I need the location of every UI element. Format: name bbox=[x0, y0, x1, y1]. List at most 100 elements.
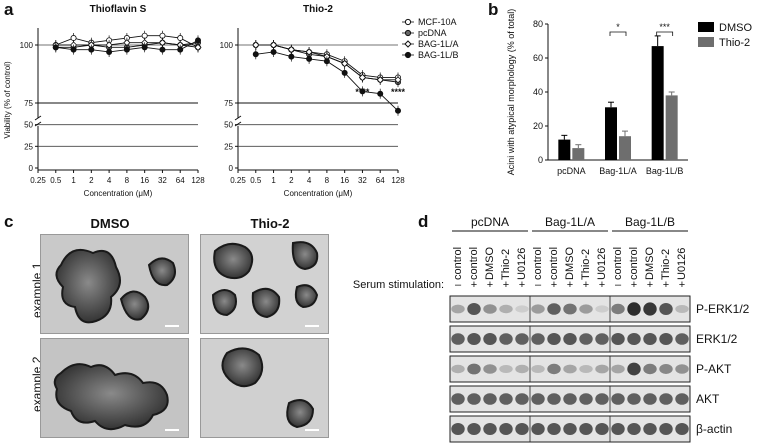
serum-sign: + bbox=[487, 279, 493, 291]
blot-band bbox=[595, 423, 609, 435]
significance-bracket bbox=[656, 31, 674, 36]
blot-band bbox=[563, 303, 577, 315]
data-point bbox=[270, 48, 277, 55]
data-point bbox=[288, 53, 295, 60]
blot-band bbox=[531, 333, 545, 345]
data-point bbox=[252, 51, 259, 58]
legend-label: DMSO bbox=[719, 22, 752, 34]
blot-band bbox=[643, 393, 657, 405]
significance-label: * bbox=[616, 22, 620, 32]
significance-label: **** bbox=[355, 87, 370, 97]
y-tick-label: 75 bbox=[24, 99, 33, 108]
blot-band bbox=[467, 363, 481, 375]
data-point bbox=[341, 59, 349, 68]
serum-sign: + bbox=[471, 279, 477, 291]
blot-band bbox=[643, 423, 657, 435]
blot-band bbox=[595, 333, 609, 345]
data-point bbox=[306, 55, 313, 62]
blot-band bbox=[579, 393, 593, 405]
blot-band bbox=[659, 364, 673, 374]
blot-band bbox=[515, 305, 529, 313]
blot-band bbox=[595, 393, 609, 405]
x-axis-label: Concentration (μM) bbox=[284, 189, 353, 198]
blot-band bbox=[659, 393, 673, 405]
legend-marker bbox=[404, 40, 412, 48]
data-point bbox=[141, 32, 148, 39]
western-blot: pcDNA Bag-1L/A Bag-1L/B control control DMSO T… bbox=[353, 215, 750, 443]
bar bbox=[665, 95, 678, 160]
atypical-morphology-bar-chart: 0 20 40 60 80 Acini with atypical morphology … bbox=[506, 9, 752, 176]
micrograph-dmso-example-2 bbox=[40, 338, 189, 438]
micrograph-thio-2-example-1 bbox=[200, 234, 329, 334]
blot-band bbox=[675, 393, 689, 405]
x-tick-label: Bag-1L/B bbox=[646, 166, 684, 176]
serum-sign: + bbox=[567, 279, 573, 291]
blot-label: β-actin bbox=[696, 422, 732, 436]
blot-band bbox=[627, 393, 641, 405]
lane-label: U0126 bbox=[516, 248, 528, 280]
data-point bbox=[377, 90, 384, 97]
x-tick-label: 0.5 bbox=[250, 176, 262, 185]
x-tick-label: 0.25 bbox=[30, 176, 46, 185]
blot-band bbox=[643, 302, 657, 316]
serum-sign: – bbox=[615, 279, 622, 291]
group-label: Bag-1L/A bbox=[545, 215, 595, 229]
blot-band bbox=[563, 423, 577, 435]
data-point bbox=[194, 43, 202, 51]
serum-sign: + bbox=[647, 279, 653, 291]
blot-band bbox=[579, 304, 593, 314]
group-label: pcDNA bbox=[471, 215, 509, 229]
serum-sign: + bbox=[679, 279, 685, 291]
serum-sign: + bbox=[519, 279, 525, 291]
y-axis-break-mark bbox=[234, 121, 242, 127]
legend-label: Thio-2 bbox=[719, 37, 750, 49]
y-tick-label: 100 bbox=[220, 41, 234, 50]
blot-band bbox=[547, 303, 561, 315]
blot-band bbox=[611, 333, 625, 345]
y-tick-label: 100 bbox=[20, 41, 34, 50]
blot-band bbox=[595, 305, 609, 313]
blot-band bbox=[547, 333, 561, 345]
y-tick-label: 0 bbox=[538, 155, 543, 165]
y-axis-break-mark bbox=[34, 121, 42, 127]
x-tick-label: 64 bbox=[376, 176, 385, 185]
data-point bbox=[141, 44, 148, 51]
lane-label: Thio-2 bbox=[660, 249, 672, 280]
bar bbox=[605, 107, 617, 160]
blot-band bbox=[627, 423, 641, 435]
viability-chart-thio-2: Thio-2 0 25 50 75 100 0.25 0.5 1 2 4 8 16 32 64 128 Conc… bbox=[220, 4, 459, 198]
blot-band bbox=[611, 393, 625, 405]
blot-band bbox=[659, 423, 673, 435]
data-point bbox=[70, 35, 77, 42]
y-tick-label: 0 bbox=[29, 164, 34, 173]
y-axis-break-mark bbox=[34, 115, 42, 121]
blot-label: P-AKT bbox=[696, 362, 732, 376]
legend-swatch bbox=[698, 37, 714, 47]
legend-label: BAG-1L/A bbox=[418, 39, 459, 49]
lane-label: control bbox=[468, 247, 480, 280]
data-point bbox=[52, 44, 59, 51]
blot-band bbox=[515, 423, 529, 435]
blot-band bbox=[547, 393, 561, 405]
blot-band bbox=[451, 364, 465, 374]
serum-stimulation-label: Serum stimulation: bbox=[353, 279, 444, 291]
data-point bbox=[358, 73, 367, 82]
blot-band bbox=[643, 363, 657, 375]
data-point bbox=[177, 46, 184, 53]
blot-band bbox=[627, 333, 641, 345]
x-tick-label: Bag-1L/A bbox=[599, 166, 637, 176]
legend-marker bbox=[404, 51, 412, 59]
serum-sign: + bbox=[583, 279, 589, 291]
blot-band bbox=[467, 423, 481, 435]
x-tick-label: 8 bbox=[125, 176, 130, 185]
x-tick-label: 128 bbox=[391, 176, 405, 185]
blot-band bbox=[451, 393, 465, 405]
legend-label: MCF-10A bbox=[418, 17, 457, 27]
lane-label: control bbox=[452, 247, 464, 280]
y-tick-label: 50 bbox=[224, 121, 233, 130]
data-point bbox=[394, 107, 401, 114]
blot-band bbox=[579, 423, 593, 435]
significance-label: *** bbox=[659, 22, 670, 32]
significance-bracket bbox=[609, 31, 627, 36]
blot-band bbox=[499, 304, 513, 314]
